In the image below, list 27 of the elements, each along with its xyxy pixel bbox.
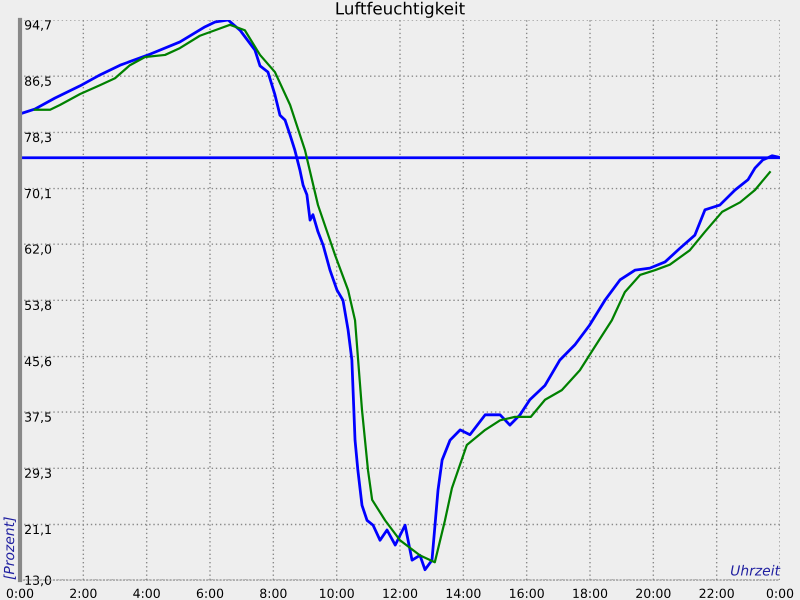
y-tick-label: 45,6 [24, 356, 52, 368]
x-axis-title: Uhrzeit [730, 564, 780, 576]
y-axis-title: [Prozent] [4, 517, 16, 580]
x-tick-label: 16:00 [510, 588, 544, 598]
y-tick-label: 13,0 [26, 575, 52, 586]
x-tick-label: 0:00 [766, 588, 794, 598]
y-tick-label: 94,7 [24, 20, 51, 31]
y-tick-label: 37,5 [25, 412, 51, 424]
y-tick-label: 86,5 [25, 76, 51, 88]
x-tick-label: 6:00 [196, 588, 224, 598]
y-tick-label: 29,3 [25, 468, 51, 480]
x-tick-label: 12:00 [383, 588, 418, 598]
x-tick-label: 20:00 [636, 588, 671, 598]
x-tick-label: 10:00 [320, 588, 354, 598]
y-tick-label: 78,3 [25, 132, 51, 144]
x-tick-label: 22:00 [700, 588, 734, 598]
x-tick-label: 8:00 [260, 588, 287, 598]
x-tick-label: 2:00 [70, 588, 97, 598]
x-tick-label: 14:00 [446, 588, 481, 598]
chart-title: Luftfeuchtigkeit [336, 2, 465, 18]
x-tick-label: 4:00 [133, 588, 160, 598]
x-tick-label: 18:00 [573, 588, 608, 598]
x-tick-label: 0:00 [6, 588, 34, 598]
y-tick-label: 70,1 [25, 188, 51, 200]
y-tick-label: 21,1 [25, 524, 51, 536]
y-tick-label: 62,0 [25, 244, 52, 256]
y-tick-label: 53,8 [25, 300, 52, 312]
